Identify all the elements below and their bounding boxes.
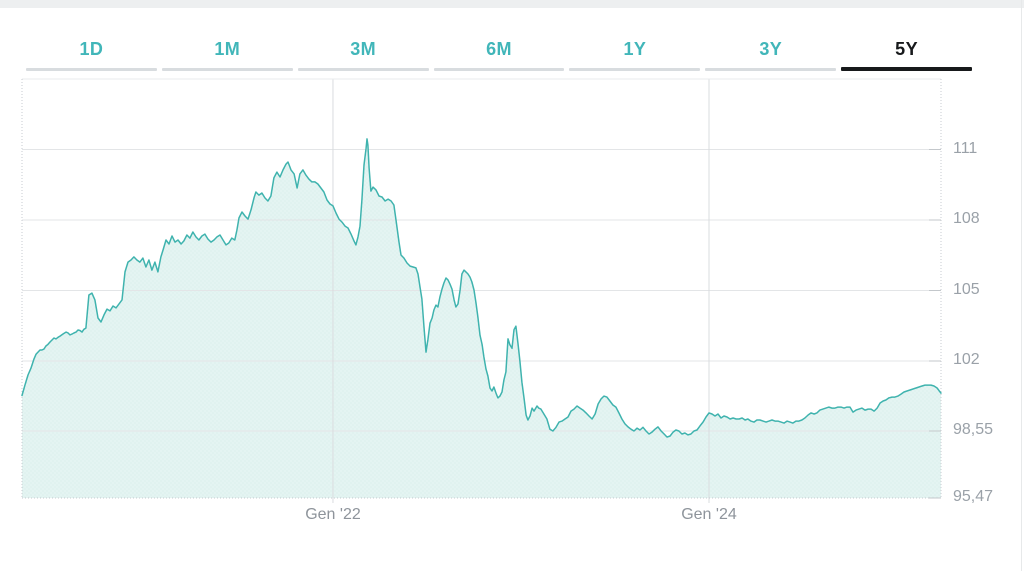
tab-6m[interactable]: 6M xyxy=(433,30,565,71)
y-axis-label: 102 xyxy=(953,351,980,368)
tab-underline-active xyxy=(841,67,973,71)
page-edge-divider xyxy=(1021,0,1022,571)
tab-underline xyxy=(26,68,157,71)
y-axis-label: 105 xyxy=(953,280,980,298)
tab-underline xyxy=(569,68,701,71)
tab-label: 6M xyxy=(486,39,512,59)
tab-3y[interactable]: 3Y xyxy=(705,30,837,71)
tab-1m[interactable]: 1M xyxy=(161,30,293,71)
x-axis-label: Gen '22 xyxy=(305,506,361,523)
tab-underline xyxy=(161,68,293,71)
y-axis-label: 98,55 xyxy=(953,421,994,438)
tab-underline xyxy=(433,68,565,71)
tab-label: 1M xyxy=(214,39,241,59)
tab-label: 1Y xyxy=(623,39,647,59)
y-axis-label: 95,47 xyxy=(953,488,994,505)
top-strip xyxy=(0,0,1024,8)
y-axis-label: 111 xyxy=(953,139,978,157)
tab-label: 1D xyxy=(79,39,104,59)
tab-label: 3M xyxy=(350,39,377,59)
tab-label: 5Y xyxy=(895,39,918,59)
tab-1y[interactable]: 1Y xyxy=(569,30,701,71)
price-line xyxy=(21,138,942,438)
price-area-fill xyxy=(22,138,941,498)
tab-5y[interactable]: 5Y xyxy=(841,30,973,71)
tab-1d[interactable]: 1D xyxy=(26,30,157,71)
x-axis-label: Gen '24 xyxy=(681,506,737,523)
y-axis-label: 108 xyxy=(953,210,980,227)
tab-label: 3Y xyxy=(759,39,783,59)
tab-underline xyxy=(705,68,837,71)
range-tab-bar: 1D 1M 3M 6M 1Y 3Y 5Y xyxy=(26,30,973,71)
tab-3m[interactable]: 3M xyxy=(297,30,429,71)
tab-underline xyxy=(297,68,429,71)
